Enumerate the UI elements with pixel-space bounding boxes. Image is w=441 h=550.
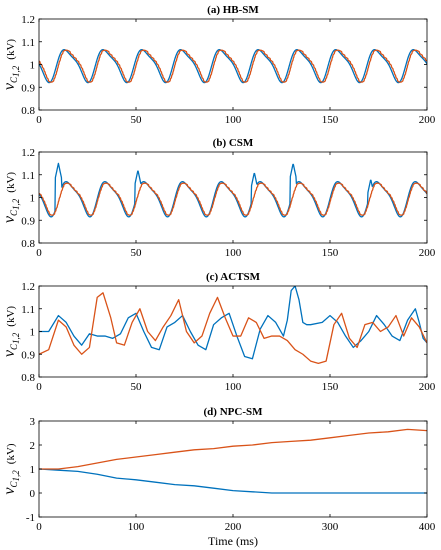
- panel-3: (c) ACTSM 0 50 100 150 200 0.8 0.9 1 1.1 1.2 vC1,2(…: [1, 271, 436, 393]
- plot-area-4: [38, 420, 428, 518]
- x-tick-label: 100: [225, 114, 242, 126]
- panel-title: (d) NPC-SM: [204, 406, 264, 418]
- x-tick-label: 100: [225, 381, 242, 393]
- y-tick-label: 0.9: [21, 82, 35, 94]
- y-tick-label: 1.2: [21, 147, 35, 159]
- x-axis-label: Time (ms): [208, 534, 258, 548]
- x-tick-label: 0: [36, 381, 42, 393]
- y-tick-label: 1.1: [21, 170, 35, 182]
- y-tick-label: -1: [26, 512, 35, 524]
- series-line-4-1: [39, 468, 427, 494]
- x-tick-label: 400: [419, 521, 436, 533]
- x-tick-label: 0: [36, 521, 42, 533]
- x-tick-label: 150: [322, 114, 339, 126]
- y-tick-label: 2: [30, 440, 36, 452]
- y-tick-label: 1: [30, 60, 36, 72]
- y-tick-label: 0.8: [21, 105, 35, 117]
- x-tick-label: 50: [131, 381, 143, 393]
- series-line-2-1: [39, 162, 427, 218]
- panel-title: (a) HB-SM: [207, 4, 259, 16]
- x-tick-label: 200: [419, 381, 436, 393]
- series-line-3-1: [39, 286, 427, 360]
- x-tick-label: 200: [419, 247, 436, 259]
- y-tick-label: 3: [30, 416, 36, 428]
- series-line-3-2: [39, 292, 427, 364]
- y-tick-label: 0.8: [21, 372, 35, 384]
- x-tick-label: 100: [128, 521, 145, 533]
- y-tick-label: 1: [30, 464, 36, 476]
- panel-title: (c) ACTSM: [206, 271, 261, 283]
- y-axis-label: vC1,2(kV): [1, 443, 21, 494]
- series-line-2-2: [39, 182, 427, 216]
- panel-4: (d) NPC-SM0 100 200 300 400-10123vC1,2(kV)Ti…: [1, 406, 436, 548]
- y-axis-label: vC1,2(kV): [1, 172, 21, 223]
- y-tick-label: 1.2: [21, 14, 35, 26]
- y-axis-label: vC1,2(kV): [1, 306, 21, 357]
- x-tick-label: 0: [36, 114, 42, 126]
- y-tick-label: 0.9: [21, 349, 35, 361]
- x-tick-label: 300: [322, 521, 339, 533]
- x-tick-label: 150: [322, 247, 339, 259]
- y-tick-label: 1.2: [21, 281, 35, 293]
- x-tick-label: 0: [36, 247, 42, 259]
- series-line-1-2: [39, 49, 427, 83]
- x-tick-label: 100: [225, 247, 242, 259]
- panel-title: (b) CSM: [213, 137, 254, 149]
- x-tick-label: 50: [131, 247, 143, 259]
- y-tick-label: 0: [30, 488, 36, 500]
- y-tick-label: 1.1: [21, 37, 35, 49]
- y-tick-label: 1: [30, 193, 36, 205]
- x-tick-label: 200: [419, 114, 436, 126]
- y-tick-label: 0.9: [21, 215, 35, 227]
- y-axis-label: vC1,2(kV): [1, 39, 21, 90]
- x-tick-label: 50: [131, 114, 143, 126]
- x-tick-label: 200: [225, 521, 242, 533]
- panel-2: (b) CSM 0 50 100 150 200 0.8 0.9 1 1.1 1.2 vC1,2(kV…: [1, 137, 436, 259]
- y-tick-label: 1: [30, 327, 36, 339]
- x-tick-label: 150: [322, 381, 339, 393]
- y-tick-label: 1.1: [21, 304, 35, 316]
- panel-1: (a) HB-SM 0 50 100 150 200 0.8 0.9 1 1.1 1.2 vC1,2(…: [1, 4, 436, 126]
- y-tick-label: 0.8: [21, 238, 35, 250]
- series-line-4-2: [39, 428, 427, 470]
